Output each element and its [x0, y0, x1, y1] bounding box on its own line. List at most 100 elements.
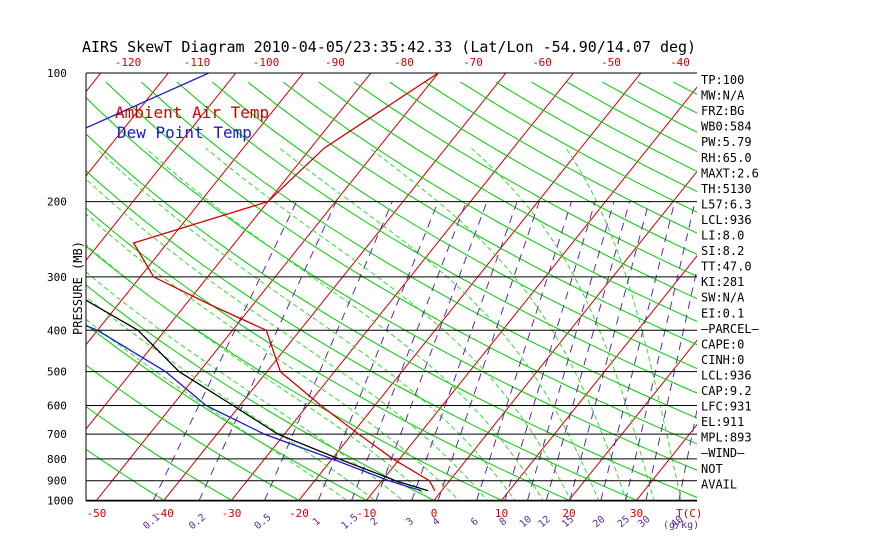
moist-adiabat-line — [95, 147, 517, 501]
dry-adiabat-line — [86, 170, 640, 501]
pressure-tick-label: 100 — [47, 67, 67, 80]
mixing-ratio-line — [411, 201, 518, 501]
dry-adiabat-line — [318, 81, 697, 300]
index-entry: TH:5130 — [701, 182, 752, 196]
pressure-tick-label: 900 — [47, 475, 67, 488]
moist-adiabat-lines — [86, 147, 682, 501]
dry-adiabat-line — [495, 81, 697, 193]
index-entry: SI:8.2 — [701, 244, 744, 258]
index-entry: LCL:936 — [701, 213, 752, 227]
mixing-ratio-line — [437, 201, 540, 501]
dry-adiabat-line — [282, 81, 697, 322]
dry-adiabat-line — [86, 364, 302, 501]
temp-unit-label: T(C) — [676, 507, 703, 520]
top-temp-tick-label: -80 — [394, 56, 414, 69]
mixing-ratio-unit: (g/kg) — [663, 520, 699, 531]
mixing-ratio-tick-label: 0.2 — [187, 512, 208, 532]
y-axis-label: PRESSURE (MB) — [71, 241, 85, 335]
mixing-ratio-tick-label: 0.5 — [253, 512, 274, 532]
dry-adiabat-line — [389, 81, 697, 255]
sounding-series-line — [132, 73, 439, 492]
moist-adiabat-line — [205, 147, 572, 501]
dry-adiabat-line — [86, 405, 234, 501]
top-temp-tick-label: -50 — [601, 56, 621, 69]
mixing-ratio-line — [527, 201, 615, 501]
isotherm-line — [162, 73, 507, 501]
dry-adiabat-line — [86, 448, 167, 501]
pressure-tick-label: 500 — [47, 366, 67, 379]
sounding-series-line — [86, 299, 429, 492]
bottom-temp-tick-label: 0 — [431, 507, 438, 520]
bottom-temp-tick-labels: -50 -40 -30 -20 -10 0 10 20 30 — [87, 507, 644, 520]
index-entry: AVAIL — [701, 477, 737, 491]
mixing-ratio-line — [504, 201, 596, 501]
mixing-ratio-tick-label: 12 — [537, 514, 553, 530]
index-entry: MPL:893 — [701, 431, 752, 445]
bottom-temp-tick-label: 30 — [630, 507, 643, 520]
pressure-tick-label: 300 — [47, 271, 67, 284]
bottom-temp-tick-label: 10 — [495, 507, 508, 520]
isobar-lines — [85, 72, 697, 502]
pressure-tick-label: 800 — [47, 453, 67, 466]
bottom-temp-tick-label: -50 — [87, 507, 107, 520]
mixing-ratio-line — [600, 201, 676, 501]
index-entry: L57:6.3 — [701, 197, 752, 211]
top-temp-tick-label: -100 — [253, 56, 280, 69]
index-entry: TP:100 — [701, 73, 744, 87]
mixing-ratio-line — [264, 201, 393, 501]
isotherm-line — [500, 255, 697, 501]
index-entry: RH:65.0 — [701, 151, 752, 165]
bottom-temp-tick-label: 20 — [562, 507, 575, 520]
mixing-ratio-line — [625, 201, 696, 501]
chart-title: AIRS SkewT Diagram 2010-04-05/23:35:42.3… — [82, 38, 696, 56]
isotherm-line — [635, 423, 697, 501]
top-temp-tick-label: -110 — [184, 56, 211, 69]
top-temp-tick-labels: -120 -110 -100 -90 -80 -70 -60 -50 -40 — [115, 56, 690, 69]
top-temp-tick-label: -70 — [463, 56, 483, 69]
pressure-tick-label: 400 — [47, 324, 67, 337]
mixing-ratio-tick-label: 1 — [311, 516, 323, 528]
index-entry: PW:5.79 — [701, 135, 752, 149]
mixing-ratio-line — [545, 201, 631, 501]
bottom-temp-tick-label: -10 — [357, 507, 377, 520]
isotherm-lines — [86, 73, 697, 501]
mixing-ratio-tick-label: 6 — [469, 516, 481, 528]
index-entry: CAP:9.2 — [701, 384, 752, 398]
index-entry: —WIND— — [701, 446, 745, 460]
isotherm-line — [567, 339, 697, 501]
dry-adiabat-line — [211, 81, 697, 370]
index-entry: LFC:931 — [701, 400, 752, 414]
legend-temp: Ambient Air Temp — [115, 103, 269, 122]
index-entry: SW:N/A — [701, 291, 745, 305]
dry-adiabat-line — [86, 323, 369, 501]
pressure-tick-label: 200 — [47, 196, 67, 209]
index-entry: WB0:584 — [701, 120, 752, 134]
dry-adiabat-line — [176, 81, 697, 394]
index-entry: CAPE:0 — [701, 337, 744, 351]
moist-adiabat-line — [565, 147, 682, 501]
index-entry: CINH:0 — [701, 353, 744, 367]
mixing-ratio-line — [569, 201, 650, 501]
mixing-ratio-tick-label: 4 — [431, 516, 443, 528]
dry-adiabat-line — [247, 81, 697, 346]
mixing-ratio-line — [476, 201, 572, 501]
stability-indices: TP:100MW:N/AFRZ:BGWB0:584PW:5.79RH:65.0M… — [701, 73, 760, 491]
pressure-tick-label: 700 — [47, 428, 67, 441]
top-temp-tick-label: -40 — [670, 56, 690, 69]
index-entry: EL:911 — [701, 415, 744, 429]
legend-dew: Dew Point Temp — [117, 123, 252, 142]
dry-adiabat-line — [105, 81, 697, 445]
mixing-ratio-tick-label: 10 — [518, 514, 534, 530]
top-temp-tick-label: -60 — [532, 56, 552, 69]
dry-adiabat-line — [86, 133, 697, 498]
dry-adiabat-line — [637, 81, 697, 114]
bottom-temp-tick-label: -30 — [222, 507, 242, 520]
mixing-ratio-tick-label: 20 — [591, 514, 607, 530]
isotherm-line — [86, 73, 237, 262]
mixing-ratio-tick-label: 2 — [369, 516, 381, 528]
mixing-ratio-line — [375, 201, 488, 501]
dry-adiabat-line — [744, 82, 870, 509]
isotherm-line — [365, 86, 697, 501]
isotherm-line — [86, 73, 372, 430]
index-entry: NOT — [701, 462, 723, 476]
